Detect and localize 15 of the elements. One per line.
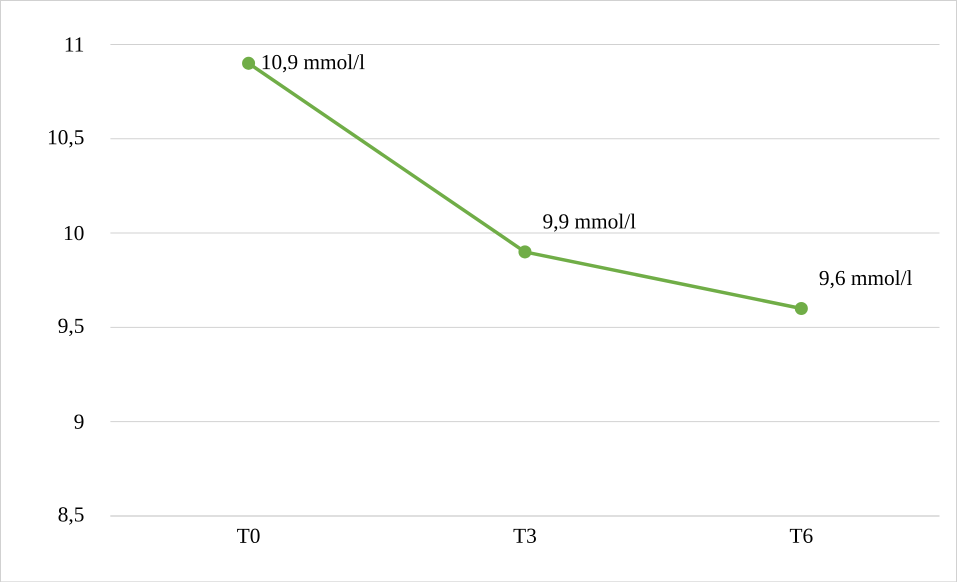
y-tick-label: 10,5: [48, 130, 84, 148]
x-tick-label: T0: [237, 528, 260, 543]
data-label: 9,9 mmol/l: [543, 213, 636, 232]
y-tick-label: 11: [66, 37, 84, 52]
point: [518, 245, 532, 258]
x-tick-label: T6: [790, 528, 813, 543]
data-label: 10,9 mmol/l: [262, 54, 365, 72]
point: [242, 56, 256, 70]
data-label: 9,6 mmol/l: [820, 270, 912, 288]
x-tick-label: T3: [513, 528, 536, 543]
y-tick-label: 8,5: [58, 507, 84, 524]
y-tick-label: 9: [74, 414, 84, 429]
y-tick-label: 9,5: [58, 318, 84, 336]
point: [794, 302, 808, 315]
y-tick-label: 10: [64, 226, 84, 240]
